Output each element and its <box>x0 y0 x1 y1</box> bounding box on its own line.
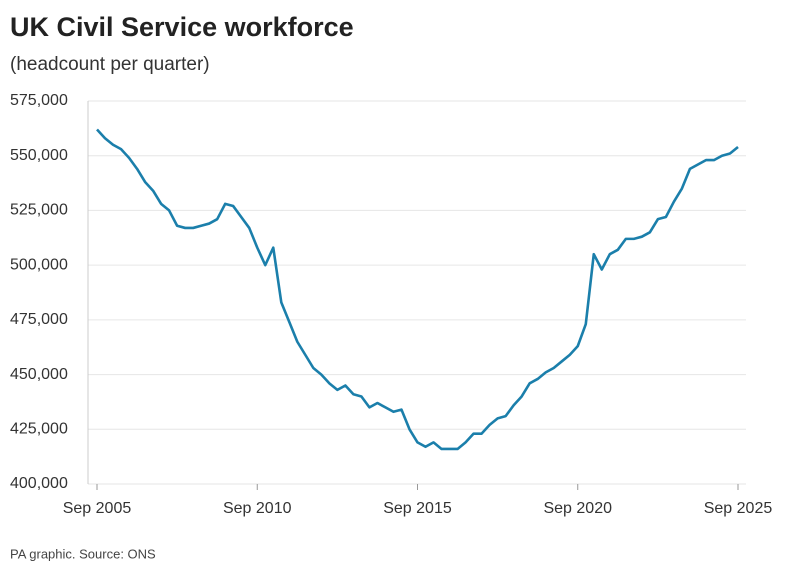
y-tick-label: 450,000 <box>10 366 68 383</box>
x-tick-label: Sep 2025 <box>704 500 773 517</box>
y-tick-label: 525,000 <box>10 202 68 219</box>
y-tick-label: 500,000 <box>10 256 68 273</box>
source-note: PA graphic. Source: ONS <box>10 546 156 561</box>
y-tick-label: 400,000 <box>10 475 68 492</box>
chart-title: UK Civil Service workforce <box>10 12 354 42</box>
y-tick-label: 425,000 <box>10 421 68 438</box>
x-tick-label: Sep 2020 <box>543 500 612 517</box>
y-tick-label: 550,000 <box>10 147 68 164</box>
x-tick-label: Sep 2005 <box>63 500 132 517</box>
y-tick-label: 475,000 <box>10 311 68 328</box>
chart-subtitle: (headcount per quarter) <box>10 54 210 75</box>
x-tick-label: Sep 2015 <box>383 500 452 517</box>
y-tick-label: 575,000 <box>10 92 68 109</box>
data-line <box>96 128 739 451</box>
x-tick-label: Sep 2010 <box>223 500 292 517</box>
